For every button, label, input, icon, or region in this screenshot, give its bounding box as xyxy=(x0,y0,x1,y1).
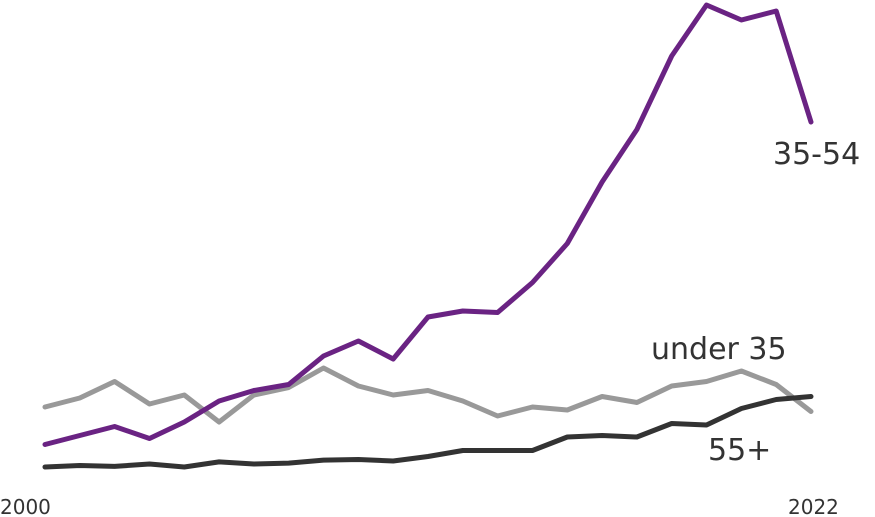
series-label-55-plus: 55+ xyxy=(708,433,771,468)
series-label-35-54: 35-54 xyxy=(773,137,860,172)
series-line-35-54 xyxy=(42,2,814,447)
x-tick-label-start: 2000 xyxy=(0,495,51,517)
series-line-55-plus xyxy=(42,394,814,470)
series-lines xyxy=(42,2,814,470)
x-tick-label-end: 2022 xyxy=(788,495,839,517)
series-line-under-35 xyxy=(42,365,814,425)
series-label-under-35: under 35 xyxy=(651,332,787,367)
